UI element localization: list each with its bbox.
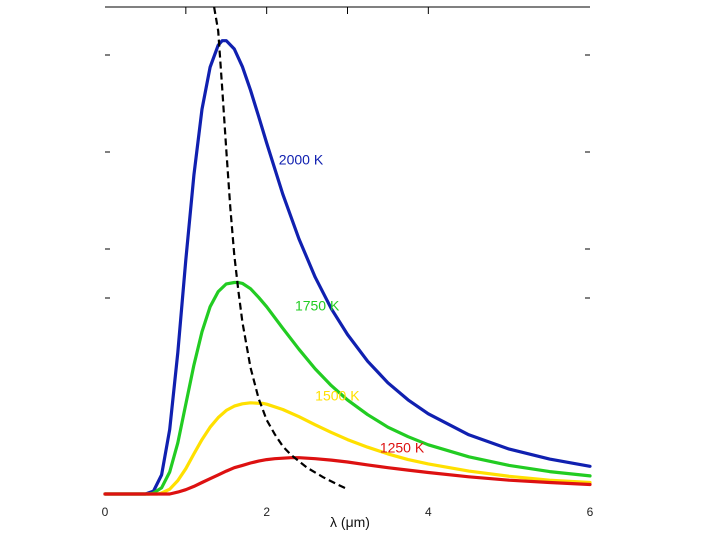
x-tick-labels: 0 2 4 6 (102, 505, 594, 519)
series-label-1750-k: 1750 K (295, 298, 340, 314)
x-tick-label: 2 (263, 505, 270, 519)
axis-ticks (105, 7, 590, 299)
peak-wavelength-dashed-line (213, 6, 348, 491)
x-tick-label: 4 (425, 505, 432, 519)
series-layer (103, 6, 592, 496)
series-label-1250-k: 1250 K (380, 439, 425, 455)
series-line-1750-k (103, 280, 592, 496)
x-tick-label: 6 (587, 505, 594, 519)
series-label-2000-k: 2000 K (279, 152, 324, 168)
x-axis-label: λ (μm) (330, 514, 370, 530)
series-line-1250-k (103, 456, 592, 496)
series-label-1500-k: 1500 K (315, 387, 360, 403)
series-labels: 2000 K 1750 K 1500 K 1250 K (279, 152, 425, 456)
x-tick-label: 0 (102, 505, 109, 519)
series-line-2000-k (103, 39, 592, 496)
